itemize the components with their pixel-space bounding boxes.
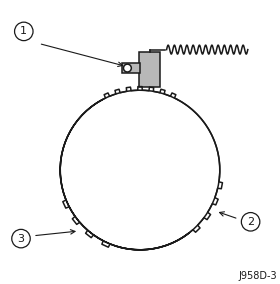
Circle shape: [123, 64, 131, 72]
Bar: [122, 63, 140, 73]
Text: 2: 2: [247, 217, 254, 227]
Circle shape: [15, 22, 33, 41]
Circle shape: [241, 212, 260, 231]
Text: J958D-3: J958D-3: [239, 271, 277, 281]
Text: 3: 3: [17, 234, 25, 244]
Circle shape: [12, 229, 30, 248]
Bar: [139, 53, 160, 87]
Text: 1: 1: [20, 26, 27, 36]
